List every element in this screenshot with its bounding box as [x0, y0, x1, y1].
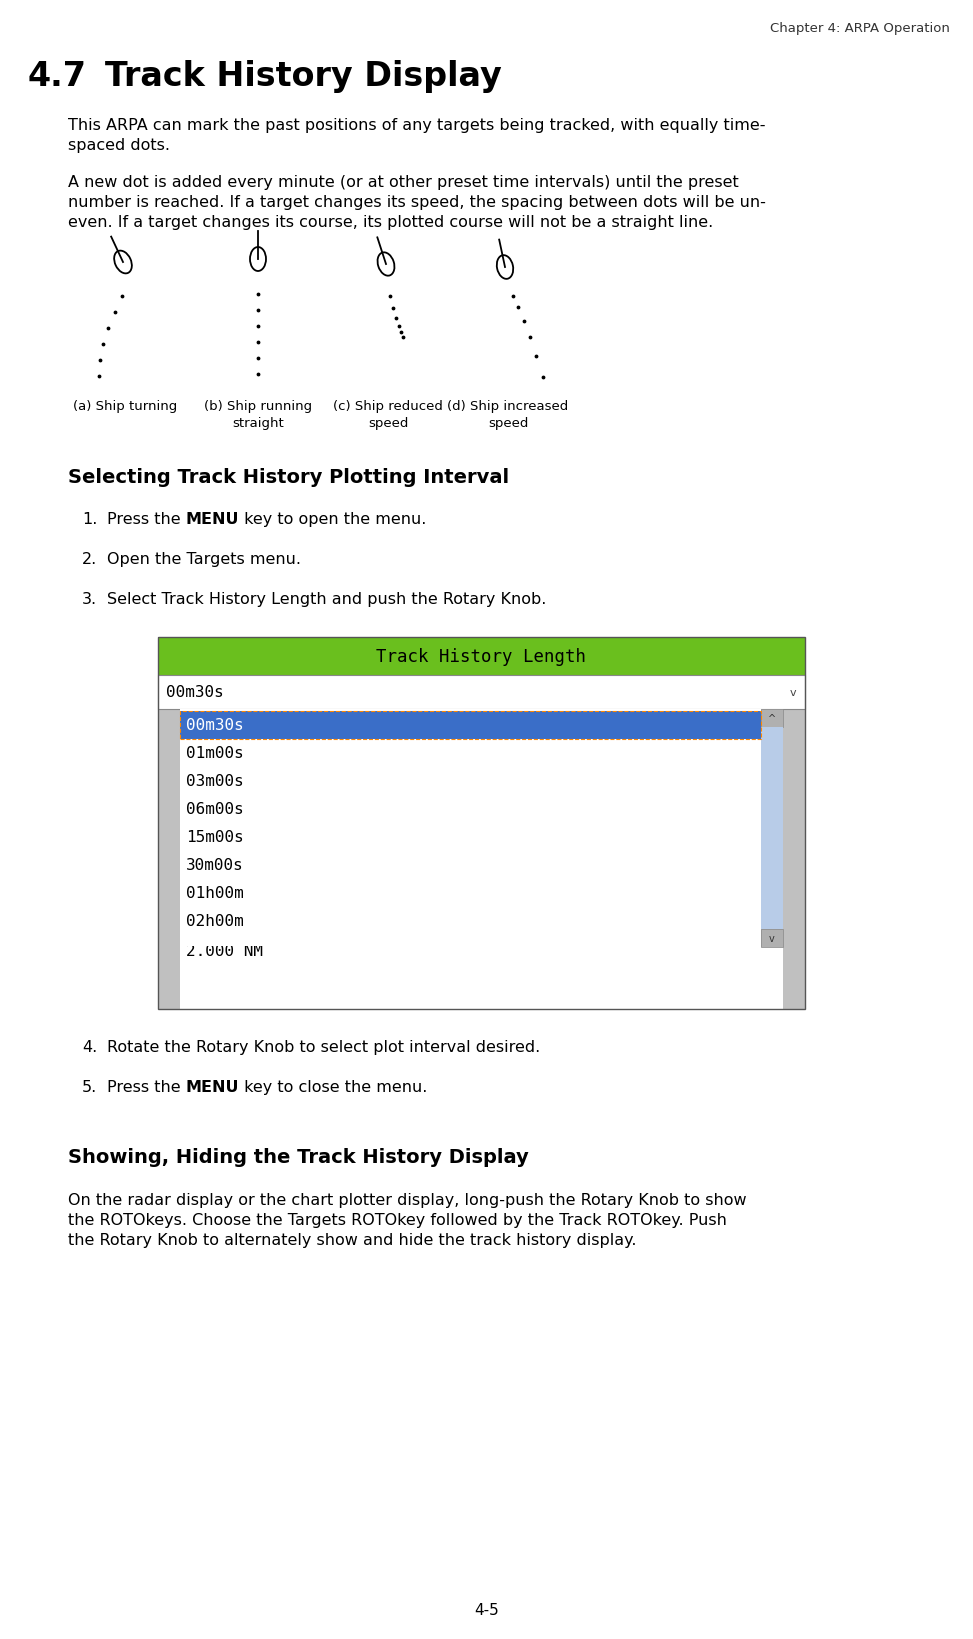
Text: key to close the menu.: key to close the menu. [239, 1080, 427, 1095]
Text: Rotate the Rotary Knob to select plot interval desired.: Rotate the Rotary Knob to select plot in… [107, 1039, 540, 1054]
Text: 2.: 2. [82, 552, 97, 567]
Text: Track History Length: Track History Length [377, 647, 587, 665]
Text: (d) Ship increased
speed: (d) Ship increased speed [448, 400, 568, 429]
Text: Open the Targets menu.: Open the Targets menu. [107, 552, 301, 567]
Text: v: v [790, 688, 796, 698]
Text: 5.: 5. [82, 1080, 97, 1095]
Text: 2.000 NM: 2.000 NM [186, 944, 263, 959]
Text: Select Track History Length and push the Rotary Knob.: Select Track History Length and push the… [107, 592, 547, 606]
Text: v: v [769, 934, 775, 944]
Text: 4-5: 4-5 [475, 1601, 499, 1618]
Bar [158, 710, 180, 1010]
Text: 01h00m: 01h00m [186, 887, 244, 901]
Bar [180, 711, 761, 739]
Text: spaced dots.: spaced dots. [68, 138, 170, 152]
Bar [761, 710, 783, 728]
Text: MENU: MENU [186, 511, 239, 526]
Text: even. If a target changes its course, its plotted course will not be a straight : even. If a target changes its course, it… [68, 215, 713, 229]
Text: 4.7: 4.7 [28, 61, 87, 93]
Text: 06m00s: 06m00s [186, 801, 244, 816]
Bar [761, 728, 783, 929]
Text: Selecting Track History Plotting Interval: Selecting Track History Plotting Interva… [68, 467, 509, 487]
Text: Press the: Press the [107, 511, 186, 526]
Bar [761, 929, 783, 947]
Text: 00m30s: 00m30s [186, 718, 244, 733]
Bar [180, 941, 761, 946]
Text: 1.: 1. [82, 511, 97, 526]
Text: This ARPA can mark the past positions of any targets being tracked, with equally: This ARPA can mark the past positions of… [68, 118, 766, 133]
Bar [180, 711, 761, 739]
Text: 02h00m: 02h00m [186, 915, 244, 929]
Text: number is reached. If a target changes its speed, the spacing between dots will : number is reached. If a target changes i… [68, 195, 766, 210]
Text: 03m00s: 03m00s [186, 774, 244, 788]
Text: A new dot is added every minute (or at other preset time intervals) until the pr: A new dot is added every minute (or at o… [68, 175, 739, 190]
Bar [180, 710, 761, 947]
Text: ^: ^ [768, 713, 776, 723]
Bar [158, 675, 805, 710]
Text: the ROTOkeys. Choose the Targets ROTOkey followed by the Track ROTOkey. Push: the ROTOkeys. Choose the Targets ROTOkey… [68, 1213, 727, 1228]
Text: 3.: 3. [82, 592, 97, 606]
Text: MENU: MENU [186, 1080, 239, 1095]
Text: the Rotary Knob to alternately show and hide the track history display.: the Rotary Knob to alternately show and … [68, 1233, 636, 1247]
Text: 15m00s: 15m00s [186, 829, 244, 846]
Bar [761, 710, 783, 947]
Text: 4.: 4. [82, 1039, 97, 1054]
Text: 01m00s: 01m00s [186, 746, 244, 760]
Text: (c) Ship reduced
speed: (c) Ship reduced speed [333, 400, 443, 429]
Text: 30m00s: 30m00s [186, 857, 244, 874]
Text: (a) Ship turning: (a) Ship turning [73, 400, 177, 413]
Bar [158, 638, 805, 675]
Text: key to open the menu.: key to open the menu. [239, 511, 426, 526]
Text: (b) Ship running
straight: (b) Ship running straight [204, 400, 312, 429]
Text: Press the: Press the [107, 1080, 186, 1095]
Text: 00m30s: 00m30s [166, 685, 224, 700]
Bar [783, 710, 805, 1010]
Bar [158, 638, 805, 1010]
Text: On the radar display or the chart plotter display, long-push the Rotary Knob to : On the radar display or the chart plotte… [68, 1192, 746, 1208]
Text: Showing, Hiding the Track History Display: Showing, Hiding the Track History Displa… [68, 1147, 528, 1167]
Text: Chapter 4: ARPA Operation: Chapter 4: ARPA Operation [770, 21, 950, 34]
Text: Track History Display: Track History Display [105, 61, 502, 93]
